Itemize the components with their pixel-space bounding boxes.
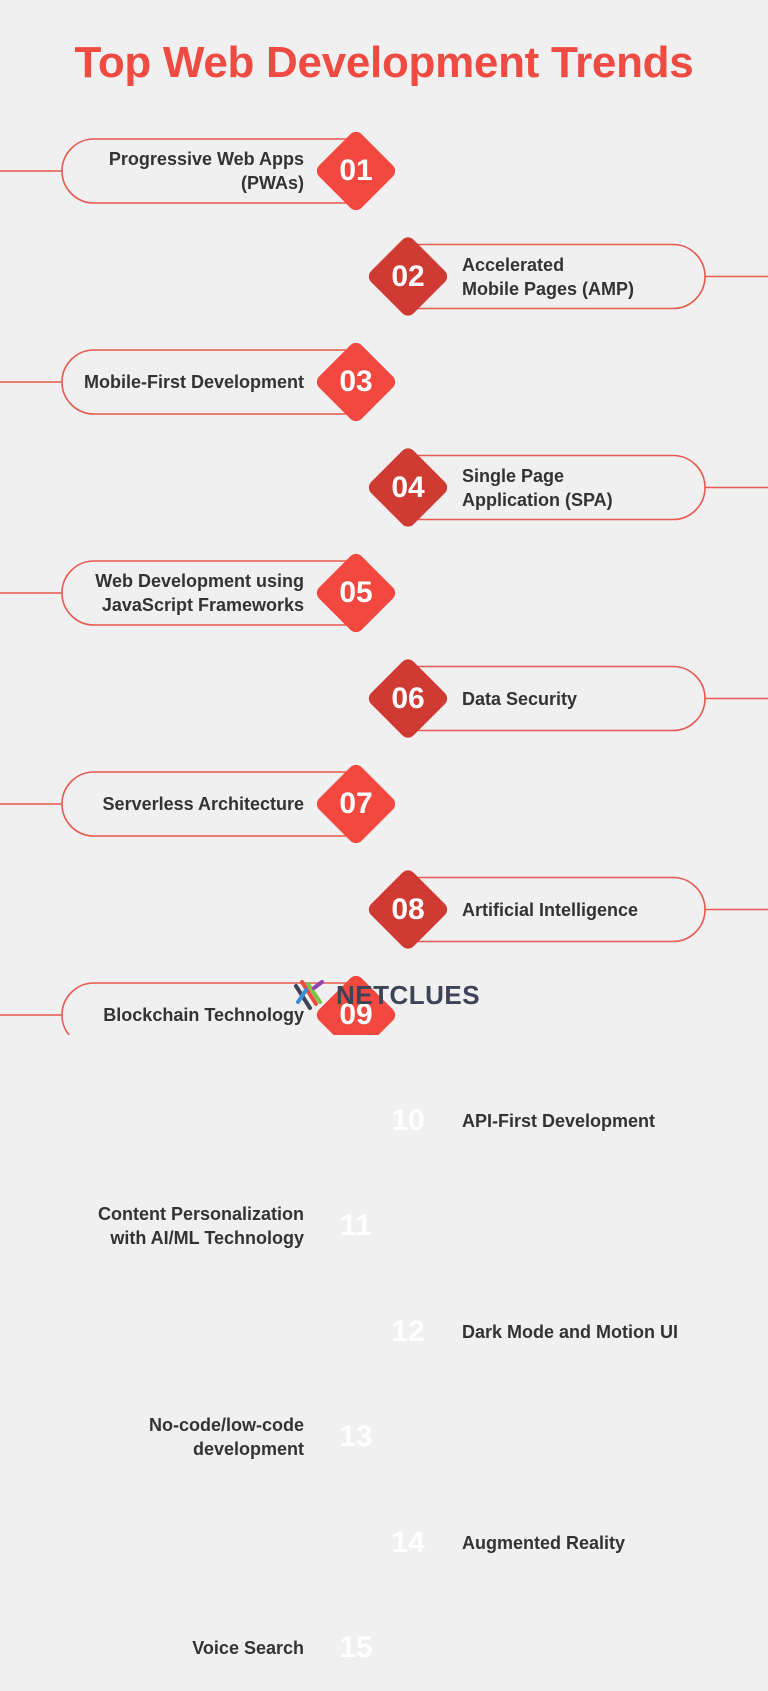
netclues-logo-icon: [294, 980, 324, 1010]
trend-number-07: 07: [339, 787, 373, 820]
trend-label-text: No-code/low-code development: [148, 1415, 304, 1459]
trend-outline-03: [0, 349, 356, 415]
trend-diamond-07: [316, 764, 396, 844]
trend-label-text: Voice Search: [192, 1638, 304, 1658]
trend-diamond-01: [316, 131, 396, 211]
trend-label-05: Web Development using JavaScript Framewo…: [60, 561, 304, 625]
trend-label-03: Mobile-First Development: [60, 350, 304, 414]
trend-label-06: Data Security: [462, 667, 702, 731]
trend-label-text: Accelerated Mobile Pages (AMP): [462, 254, 635, 299]
trend-label-text: Augmented Reality: [462, 1532, 626, 1553]
trend-label-08: Artificial Intelligence: [462, 878, 702, 942]
trend-outline-02: [408, 243, 768, 310]
trend-label-text: Mobile-First Development: [83, 372, 304, 392]
trend-label-01: Progressive Web Apps (PWAs): [60, 139, 304, 203]
trend-label-02: Accelerated Mobile Pages (AMP): [462, 245, 702, 309]
trend-label-09: Blockchain Technology: [60, 983, 304, 1047]
trend-label-text: Web Development using JavaScript Framewo…: [95, 571, 304, 615]
trend-outline-07: [0, 771, 356, 837]
trend-label-text: Blockchain Technology: [103, 1005, 304, 1025]
trend-outline-06: [408, 665, 768, 732]
trend-number-01: 01: [339, 154, 373, 187]
trend-label-text: Progressive Web Apps (PWAs): [108, 149, 304, 193]
trend-diamond-03: [316, 342, 396, 422]
trend-label-14: Augmented Reality: [462, 1511, 702, 1575]
trend-label-text: Dark Mode and Motion UI: [462, 1321, 678, 1342]
trend-number-02: 02: [391, 259, 425, 293]
trend-number-15: 15: [339, 1631, 373, 1664]
trend-diamond-02: [368, 237, 448, 316]
trend-number-03: 03: [339, 365, 373, 398]
trend-label-text: Artificial Intelligence: [462, 899, 639, 920]
trend-number-10: 10: [391, 1103, 425, 1137]
trend-number-08: 08: [391, 892, 425, 926]
trend-number-11: 11: [340, 1209, 372, 1242]
trend-label-04: Single Page Application (SPA): [462, 456, 702, 520]
trend-label-12: Dark Mode and Motion UI: [462, 1300, 702, 1364]
trend-label-15: Voice Search: [60, 1616, 304, 1680]
trend-diamond-04: [368, 448, 448, 527]
trend-outline-01: [0, 138, 356, 204]
trend-outline-09: [0, 982, 356, 1035]
trend-label-11: Content Personalization with AI/ML Techn…: [60, 1194, 304, 1258]
trend-number-09: 09: [339, 998, 373, 1031]
trend-number-04: 04: [391, 470, 425, 504]
trend-number-06: 06: [391, 681, 425, 715]
trend-label-text: Single Page Application (SPA): [462, 465, 613, 510]
trend-label-text: API-First Development: [462, 1110, 656, 1131]
trend-diamond-06: [368, 659, 448, 738]
trend-label-07: Serverless Architecture: [60, 772, 304, 836]
brand-logo: NETCLUES: [292, 978, 482, 1012]
trend-diamond-08: [368, 870, 448, 949]
trend-number-12: 12: [391, 1314, 425, 1348]
trend-outline-08: [408, 876, 768, 943]
trend-label-13: No-code/low-code development: [60, 1405, 304, 1469]
trend-outline-05: [0, 560, 356, 626]
trend-number-14: 14: [391, 1525, 425, 1559]
trend-label-text: Data Security: [462, 688, 578, 709]
trend-label-text: Serverless Architecture: [102, 794, 304, 814]
trends-diagram: [0, 131, 768, 1035]
trend-label-text: Content Personalization with AI/ML Techn…: [97, 1204, 304, 1248]
page-title: Top Web Development Trends: [74, 38, 694, 87]
trend-number-13: 13: [339, 1420, 373, 1453]
trend-diamond-05: [316, 553, 396, 633]
trend-outline-04: [408, 454, 768, 521]
trend-label-10: API-First Development: [462, 1089, 702, 1153]
trend-number-05: 05: [339, 576, 373, 609]
logo-text: NETCLUES: [336, 979, 481, 1010]
